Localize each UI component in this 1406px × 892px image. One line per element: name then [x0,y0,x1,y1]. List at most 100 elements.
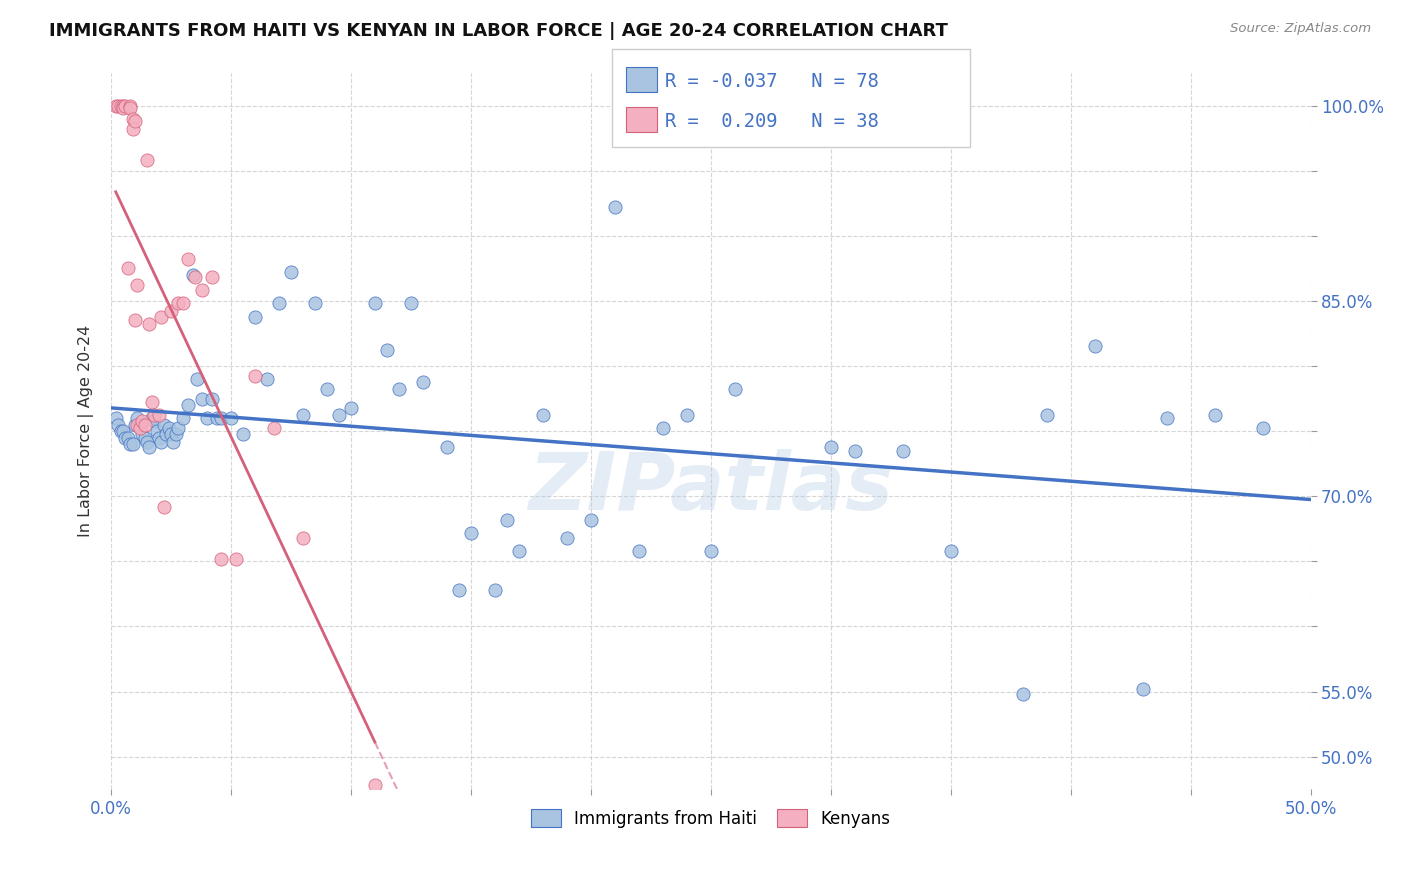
Point [145,424,167,438]
Point [181,268,204,282]
Point [134,417,156,432]
Point [167,296,190,310]
Point [388,383,411,397]
Point [111,424,134,438]
Point [1084,339,1107,353]
Point [531,409,554,423]
Point [436,440,458,454]
Point [135,434,157,449]
Point [141,411,163,425]
Point [1035,409,1057,423]
Point [939,544,962,558]
Point [127,417,149,432]
Point [110,98,132,112]
Point [107,98,129,112]
Point [131,414,153,428]
Point [579,513,602,527]
Point [172,411,194,425]
Point [1011,687,1033,701]
Point [121,437,143,451]
Point [675,409,697,423]
Point [267,296,290,310]
Point [128,417,150,432]
Point [121,112,143,126]
Point [160,426,183,441]
Point [111,98,134,112]
Point [201,270,224,285]
Point [364,296,387,310]
Point [304,296,326,310]
Point [603,200,626,214]
Point [340,401,363,415]
Point [724,383,747,397]
Point [127,411,149,425]
Point [165,426,187,441]
Point [124,313,146,327]
Point [399,296,422,310]
Point [117,431,139,445]
Point [195,411,218,425]
Point [117,261,139,276]
Point [495,513,517,527]
Point [127,278,149,293]
Point [124,417,146,432]
Point [141,395,163,409]
Point [150,310,173,324]
Text: Source: ZipAtlas.com: Source: ZipAtlas.com [1230,22,1371,36]
Point [627,544,650,558]
Point [484,582,506,597]
Point [167,421,190,435]
Point [555,531,578,545]
Point [375,343,398,358]
Y-axis label: In Labor Force | Age 20-24: In Labor Force | Age 20-24 [79,325,94,537]
Point [152,417,174,432]
Point [700,544,723,558]
Point [148,409,170,423]
Text: R = -0.037   N = 78: R = -0.037 N = 78 [665,71,879,91]
Point [107,417,129,432]
Point [157,421,180,435]
Point [138,318,160,332]
Point [232,426,254,441]
Point [820,440,842,454]
Legend: Immigrants from Haiti, Kenyans: Immigrants from Haiti, Kenyans [524,803,897,835]
Point [1156,411,1178,425]
Point [891,443,914,458]
Point [120,437,142,451]
Point [364,778,387,792]
Point [162,434,184,449]
Point [1204,409,1226,423]
Point [209,551,232,566]
Point [291,409,314,423]
Point [315,383,337,397]
Point [186,372,208,386]
Point [201,392,224,406]
Point [844,443,866,458]
Point [243,310,266,324]
Point [460,525,482,540]
Point [225,551,247,566]
Point [138,440,160,454]
Point [150,434,173,449]
Text: ZIPatlas: ZIPatlas [529,450,893,527]
Point [128,421,150,435]
Point [280,265,302,279]
Point [114,98,136,112]
Point [508,544,530,558]
Point [177,252,200,267]
Point [412,375,434,389]
Point [160,304,183,318]
Point [124,114,146,128]
Point [152,500,174,514]
Point [191,392,214,406]
Point [1132,681,1154,696]
Point [1251,421,1274,435]
Point [120,98,142,112]
Point [205,411,228,425]
Point [114,431,136,445]
Point [177,398,200,412]
Point [155,426,177,441]
Point [104,98,127,112]
Point [256,372,278,386]
Point [121,122,143,136]
